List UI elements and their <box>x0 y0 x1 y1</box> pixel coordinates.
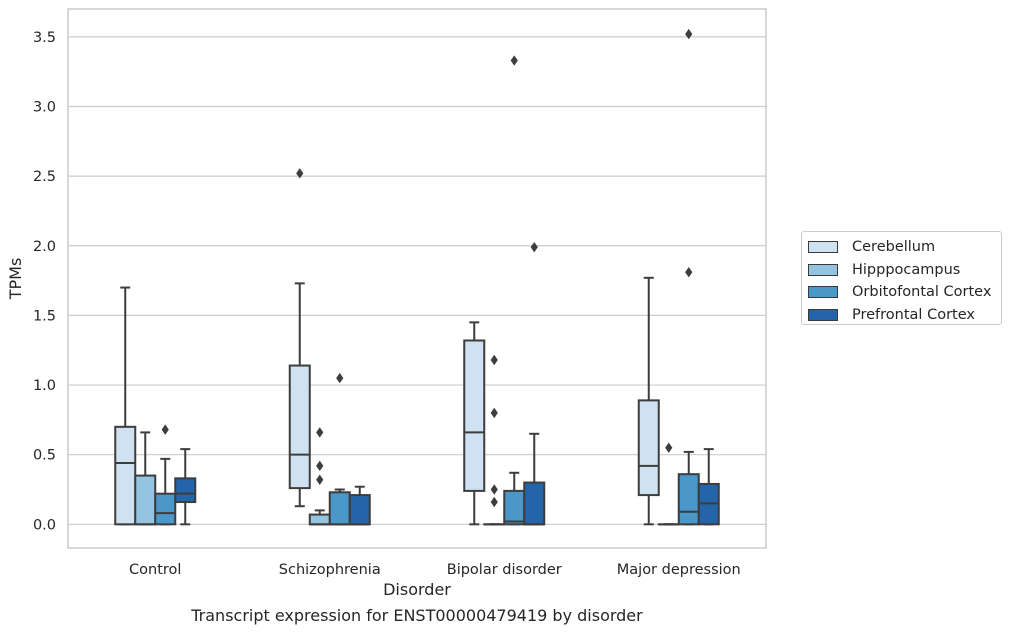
box-3-3 <box>697 448 720 526</box>
outlier-point <box>490 354 498 366</box>
y-tick-label: 0.0 <box>33 517 56 533</box>
x-tick-label: Control <box>129 562 181 578</box>
box-body <box>114 425 137 526</box>
box-body <box>134 474 157 526</box>
legend-swatch <box>808 241 838 254</box>
box-2-0 <box>154 424 177 526</box>
outlier-point <box>685 267 693 278</box>
legend-swatch <box>808 263 838 276</box>
box-body <box>637 399 660 497</box>
outlier-point <box>530 241 538 253</box>
box-3-1 <box>348 485 371 526</box>
outlier-point <box>296 168 304 179</box>
box-body <box>677 473 700 526</box>
x-tick-label: Major depression <box>617 562 741 578</box>
y-tick-label: 0.5 <box>33 448 56 464</box>
plot-frame <box>67 8 767 549</box>
box-0-3 <box>637 276 660 526</box>
box-body <box>348 494 371 526</box>
box-2-1 <box>328 372 351 526</box>
y-tick-label: 2.0 <box>33 239 56 255</box>
box-body <box>174 477 197 504</box>
legend-item: Hipppocampus <box>808 259 1001 282</box>
chart-caption: Transcript expression for ENST0000047941… <box>191 606 643 625</box>
outlier-point <box>316 460 324 472</box>
y-tick-label: 1.5 <box>33 308 56 324</box>
legend-label: Prefrontal Cortex <box>852 306 975 323</box>
box-0-2 <box>463 321 486 526</box>
outlier-point <box>336 372 344 384</box>
outlier-point <box>490 496 498 508</box>
box-body <box>288 364 311 490</box>
y-axis-label: TPMs <box>6 258 25 301</box>
box-body <box>308 513 331 526</box>
outlier-point <box>490 407 498 419</box>
chart-legend: Cerebellum Hipppocampus Orbitofontal Corte… <box>801 231 1002 325</box>
box-3-2 <box>523 241 546 526</box>
outlier-point <box>510 55 518 66</box>
x-axis-label: Disorder <box>383 580 451 599</box>
outlier-point <box>490 484 498 495</box>
box-body <box>328 491 351 526</box>
legend-label: Hipppocampus <box>852 261 961 278</box>
y-tick-label: 2.5 <box>33 169 56 185</box>
outlier-point <box>161 424 169 435</box>
legend-item: Cerebellum <box>808 236 1001 259</box>
box-1-3 <box>657 442 680 526</box>
box-0-0 <box>114 286 137 526</box>
x-tick-label: Schizophrenia <box>279 562 381 578</box>
box-body <box>463 339 486 492</box>
legend-swatch <box>808 308 838 321</box>
box-1-0 <box>134 431 157 526</box>
box-2-2 <box>503 55 526 526</box>
outlier-point <box>665 442 673 453</box>
box-1-2 <box>483 354 506 526</box>
box-body <box>523 481 546 526</box>
box-0-1 <box>288 168 311 508</box>
x-tick-label: Bipolar disorder <box>447 562 562 578</box>
y-tick-label: 3.5 <box>33 30 56 46</box>
box-3-0 <box>174 448 197 526</box>
legend-item: Orbitofontal Cortex <box>808 281 1001 304</box>
box-body <box>154 492 177 526</box>
outlier-point <box>685 28 693 40</box>
legend-label: Cerebellum <box>852 239 936 256</box>
box-body <box>503 489 526 526</box>
outlier-point <box>316 427 324 438</box>
y-tick-label: 1.0 <box>33 378 56 394</box>
box-1-1 <box>308 427 331 526</box>
outlier-point <box>316 474 324 485</box>
y-tick-label: 3.0 <box>33 99 56 115</box>
box-2-3 <box>677 28 700 526</box>
legend-label: Orbitofontal Cortex <box>852 284 992 301</box>
legend-swatch <box>808 286 838 299</box>
legend-item: Prefrontal Cortex <box>808 304 1001 327</box>
